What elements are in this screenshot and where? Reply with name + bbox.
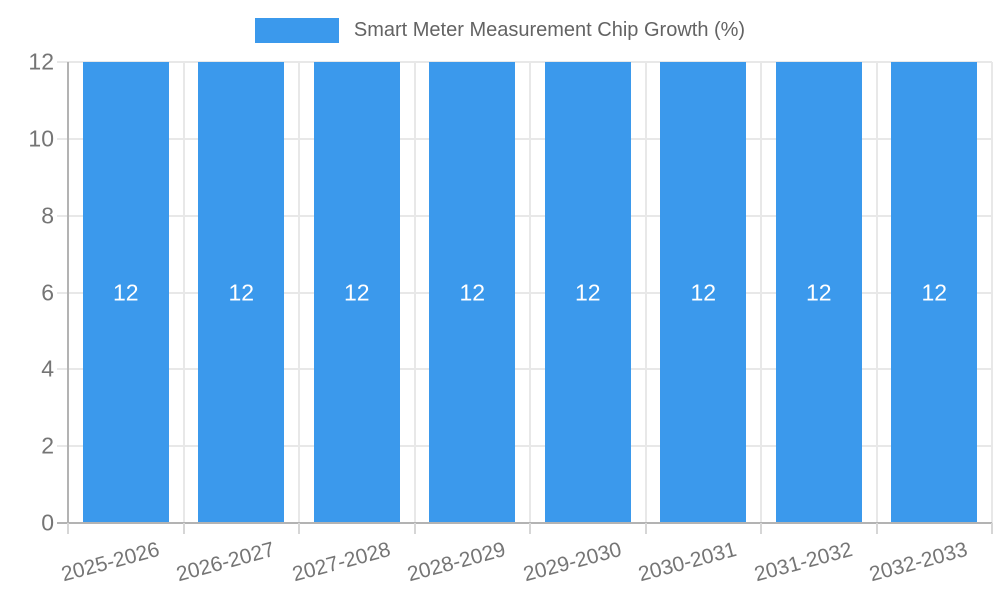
x-axis-tick	[529, 523, 531, 534]
y-axis-tick-label: 12	[28, 48, 54, 75]
y-axis-tick-label: 4	[41, 355, 54, 382]
legend-label: Smart Meter Measurement Chip Growth (%)	[353, 19, 746, 41]
x-axis-tick	[413, 523, 416, 534]
y-axis-line	[67, 62, 69, 534]
x-gridline	[991, 62, 993, 523]
x-gridline	[298, 62, 300, 523]
bar: 12	[198, 62, 285, 523]
y-gridline	[57, 137, 992, 140]
bar: 12	[82, 62, 169, 523]
y-axis-tick-label: 2	[41, 432, 54, 459]
bar: 12	[891, 62, 978, 523]
x-gridline	[875, 62, 878, 523]
y-gridline	[57, 214, 992, 217]
bar-value-label: 12	[921, 279, 948, 305]
x-axis-tick	[67, 523, 69, 534]
x-axis-line	[57, 522, 992, 524]
bar-value-label: 12	[228, 279, 255, 305]
x-gridline	[182, 62, 185, 523]
x-gridline	[760, 62, 762, 523]
y-axis-tick-label: 8	[41, 202, 54, 229]
y-gridline	[57, 445, 992, 448]
bar-value-label: 12	[343, 279, 370, 305]
bar-value-label: 12	[574, 279, 601, 305]
x-gridline	[644, 62, 647, 523]
bar: 12	[775, 62, 862, 523]
bar-value-label: 12	[805, 279, 832, 305]
y-gridline	[57, 61, 992, 63]
x-axis-tick	[760, 523, 762, 534]
bar-value-label: 12	[112, 279, 139, 305]
bar-value-label: 12	[459, 279, 486, 305]
x-axis-tick	[182, 523, 185, 534]
x-axis-tick	[644, 523, 647, 534]
legend: Smart Meter Measurement Chip Growth (%)	[0, 18, 1000, 43]
bar-value-label: 12	[690, 279, 717, 305]
x-axis-tick	[875, 523, 878, 534]
x-gridline	[413, 62, 416, 523]
y-axis-tick-label: 6	[41, 279, 54, 305]
legend-swatch-icon	[254, 18, 339, 43]
bar: 12	[660, 62, 747, 523]
x-axis-tick	[991, 523, 993, 534]
y-axis-tick-label: 10	[28, 125, 54, 152]
bar: 12	[544, 62, 631, 523]
y-gridline	[57, 291, 992, 294]
x-axis-tick	[298, 523, 300, 534]
bar: 12	[313, 62, 400, 523]
y-gridline	[57, 368, 992, 371]
bar: 12	[429, 62, 516, 523]
x-gridline	[529, 62, 531, 523]
y-axis-tick-label: 0	[41, 509, 54, 536]
